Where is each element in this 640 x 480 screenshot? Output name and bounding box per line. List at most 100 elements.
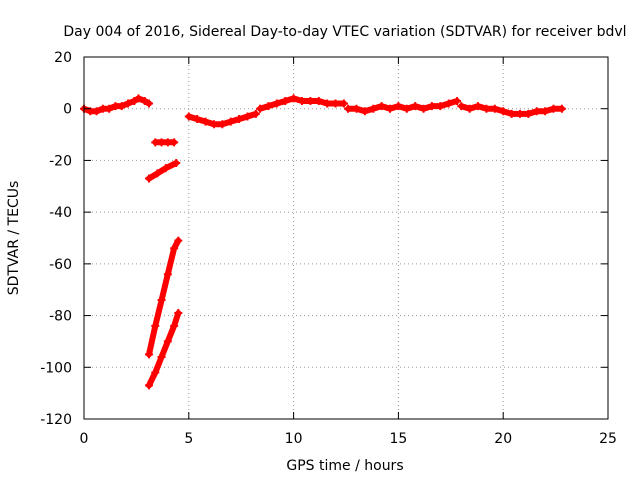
y-tick-label: -40 [49, 205, 72, 221]
data-point [174, 236, 183, 245]
y-tick-label: -20 [49, 153, 72, 169]
data-point [352, 104, 361, 113]
axis-ticks [83, 56, 609, 420]
data-point [157, 296, 166, 305]
data-point [444, 99, 453, 108]
data-point [386, 104, 395, 113]
y-tick-label: -120 [40, 412, 72, 428]
data-point [117, 102, 126, 111]
y-tick-label: -80 [49, 309, 72, 325]
series-track-4 [144, 236, 183, 359]
series-track-7 [256, 94, 348, 113]
data-point [153, 169, 162, 178]
data-point [339, 99, 348, 108]
data-point [161, 164, 170, 173]
data-point [541, 107, 550, 116]
data-point [184, 112, 193, 121]
data-point [130, 96, 139, 105]
data-point [157, 352, 166, 361]
data-point [474, 102, 483, 111]
data-point [394, 102, 403, 111]
data-point [144, 381, 153, 390]
data-points [80, 94, 566, 390]
data-point [134, 94, 143, 103]
y-tick-labels: -120 -100 -80 -60 -40 -20 0 20 [40, 50, 72, 428]
data-point [144, 99, 153, 108]
x-tick-label: 20 [494, 431, 512, 447]
data-point [243, 112, 252, 121]
y-tick-label: -100 [40, 360, 72, 376]
data-point [419, 104, 428, 113]
data-point [151, 321, 160, 330]
series-track-6 [184, 109, 260, 129]
data-point [331, 99, 340, 108]
data-point [499, 107, 508, 116]
data-point [507, 109, 516, 118]
data-point [549, 104, 558, 113]
series-track-3 [144, 159, 181, 183]
data-point [490, 104, 499, 113]
data-point [289, 94, 298, 103]
y-axis-label: SDTVAR / TECUs [6, 181, 22, 296]
data-point [411, 102, 420, 111]
data-point [235, 115, 244, 124]
chart-title: Day 004 of 2016, Sidereal Day-to-day VTE… [63, 24, 626, 40]
y-tick-label: 0 [63, 102, 72, 118]
grid-lines [84, 57, 608, 419]
data-point [144, 174, 153, 183]
data-point [427, 102, 436, 111]
data-point [251, 109, 260, 118]
data-point [369, 104, 378, 113]
data-point [436, 102, 445, 111]
data-point [170, 138, 179, 147]
data-point [297, 96, 306, 105]
data-point [557, 104, 566, 113]
data-point [360, 107, 369, 116]
series-track-9 [457, 102, 566, 118]
x-tick-labels: 0 5 10 15 20 25 [80, 431, 617, 447]
data-point [532, 107, 541, 116]
series-track-1 [80, 94, 153, 116]
data-point [105, 104, 114, 113]
data-point [482, 104, 491, 113]
data-point [163, 337, 172, 346]
y-tick-label: 20 [54, 50, 72, 66]
series-track-8 [344, 96, 462, 116]
data-point [515, 109, 524, 118]
series-track-2 [151, 138, 179, 147]
data-point [124, 99, 133, 108]
x-tick-label: 0 [80, 431, 89, 447]
data-point [151, 368, 160, 377]
x-tick-label: 15 [389, 431, 407, 447]
data-point [344, 104, 353, 113]
data-point [201, 117, 210, 126]
data-point [163, 270, 172, 279]
data-point [170, 321, 179, 330]
data-point [170, 244, 179, 253]
x-tick-label: 5 [184, 431, 193, 447]
data-point [218, 120, 227, 129]
data-point [323, 99, 332, 108]
data-point [144, 350, 153, 359]
data-point [453, 96, 462, 105]
x-axis-label: GPS time / hours [286, 458, 403, 474]
data-point [281, 96, 290, 105]
data-point [272, 99, 281, 108]
data-point [193, 115, 202, 124]
x-tick-label: 25 [599, 431, 617, 447]
series-track [146, 160, 180, 182]
x-tick-label: 10 [285, 431, 303, 447]
data-point [457, 102, 466, 111]
data-point [256, 104, 265, 113]
data-point [314, 96, 323, 105]
data-point [264, 102, 273, 111]
data-point [524, 109, 533, 118]
data-point [226, 117, 235, 126]
plot-frame [83, 56, 609, 420]
data-point [140, 96, 149, 105]
data-point [172, 159, 181, 168]
data-point [306, 96, 315, 105]
series-track [146, 237, 182, 358]
y-tick-label: -60 [49, 257, 72, 273]
